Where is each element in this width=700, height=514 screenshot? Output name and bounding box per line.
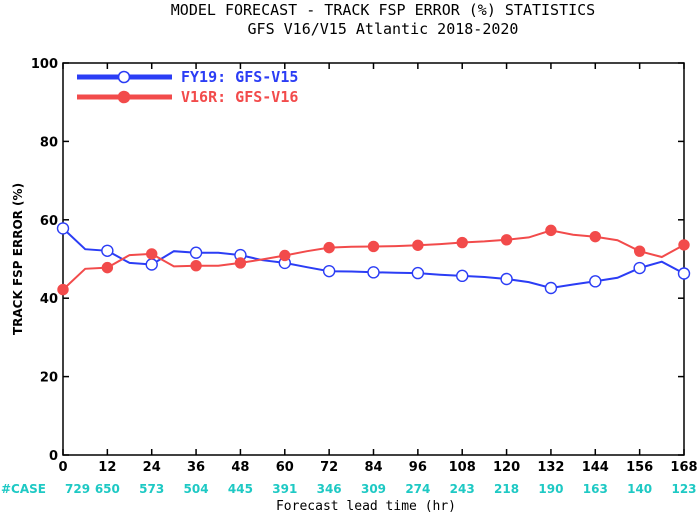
x-axis-title: Forecast lead time (hr): [276, 499, 456, 514]
x-tick-label: 96: [409, 460, 427, 475]
case-count: 243: [450, 482, 475, 496]
x-tick-label: 156: [626, 460, 653, 475]
series-2-point: [323, 241, 335, 254]
case-count: 729: [65, 482, 90, 496]
series-layer: [56, 222, 691, 296]
series-2-point: [456, 236, 468, 249]
case-row-label: #CASE: [1, 482, 46, 496]
series-2-point: [146, 248, 158, 260]
legend-label-1: FY19: GFS-V15: [181, 68, 298, 86]
x-tick-label: 48: [231, 460, 249, 475]
y-tick-label: 100: [31, 57, 58, 72]
series-2-point: [279, 249, 291, 262]
series-1-point: [101, 244, 114, 257]
x-tick-label: 36: [187, 460, 205, 475]
case-row: 729 650 573 504 445 391 346 309 274 243 218 190 163 1…: [65, 482, 697, 496]
x-tick-label: 108: [449, 460, 476, 475]
y-tick-label: 60: [40, 214, 58, 229]
case-count: 445: [228, 482, 253, 496]
chart-title: MODEL FORECAST - TRACK FSP ERROR (%) STA…: [171, 1, 595, 19]
x-tick-label: 84: [364, 460, 382, 475]
series-2-point: [57, 283, 69, 296]
series-2-point: [234, 257, 247, 269]
y-tick-label: 0: [49, 449, 58, 464]
series-2-point: [412, 239, 424, 251]
series-2-point: [545, 224, 557, 237]
case-count: 274: [405, 482, 430, 496]
y-axis-title: TRACK FSP ERROR (%): [11, 183, 25, 335]
series-1-point: [677, 267, 691, 280]
series-2-point: [500, 234, 513, 246]
x-axis: 0 12 24 36 48 60 72 84 96 108 120 132 144 156 168: [58, 63, 698, 475]
case-count: 573: [139, 482, 164, 496]
x-tick-label: 168: [670, 460, 697, 475]
legend: FY19: GFS-V15 V16R: GFS-V16: [77, 68, 298, 106]
case-count: 309: [361, 482, 386, 496]
x-tick-label: 12: [98, 460, 116, 475]
series-2-point: [678, 239, 690, 251]
series-1-point: [500, 272, 513, 286]
case-count: 163: [583, 482, 608, 496]
x-tick-label: 24: [143, 460, 161, 475]
x-tick-label: 72: [320, 460, 338, 475]
x-tick-label: 60: [276, 460, 294, 475]
case-count: 504: [184, 482, 209, 496]
series-1-point: [456, 269, 469, 283]
case-count: 391: [272, 482, 297, 496]
plot-frame: [62, 62, 685, 456]
series-1-point: [367, 266, 380, 279]
y-tick-label: 80: [40, 135, 58, 150]
series-1-point: [544, 281, 558, 295]
series-2-point: [190, 259, 202, 272]
series-1-point: [633, 261, 646, 275]
series-2-point: [367, 240, 380, 253]
series-1-point: [589, 275, 602, 288]
y-axis: 0 20 40 60 80 100: [31, 57, 684, 464]
x-tick-label: 144: [582, 460, 609, 475]
legend-marker-2: [117, 90, 131, 104]
case-count: 650: [95, 482, 120, 496]
case-count: 190: [538, 482, 563, 496]
x-tick-label: 132: [537, 460, 564, 475]
y-tick-label: 40: [40, 292, 58, 307]
case-count: 123: [671, 482, 696, 496]
series-1-point: [145, 258, 158, 271]
x-tick-label: 0: [58, 460, 67, 475]
case-count: 346: [317, 482, 342, 496]
case-count: 140: [627, 482, 652, 496]
series-2-point: [633, 245, 646, 257]
x-tick-label: 120: [493, 460, 520, 475]
series-1-point: [411, 266, 425, 280]
chart-subtitle: GFS V16/V15 Atlantic 2018-2020: [248, 20, 519, 38]
series-1-point: [56, 222, 70, 235]
case-count: 218: [494, 482, 519, 496]
series-1-point: [322, 264, 336, 278]
series-1-point: [189, 246, 203, 259]
legend-marker-1: [117, 70, 131, 84]
series-2-point: [589, 230, 601, 243]
y-tick-label: 20: [40, 371, 58, 386]
series-2-point: [101, 261, 114, 274]
legend-label-2: V16R: GFS-V16: [181, 88, 298, 106]
